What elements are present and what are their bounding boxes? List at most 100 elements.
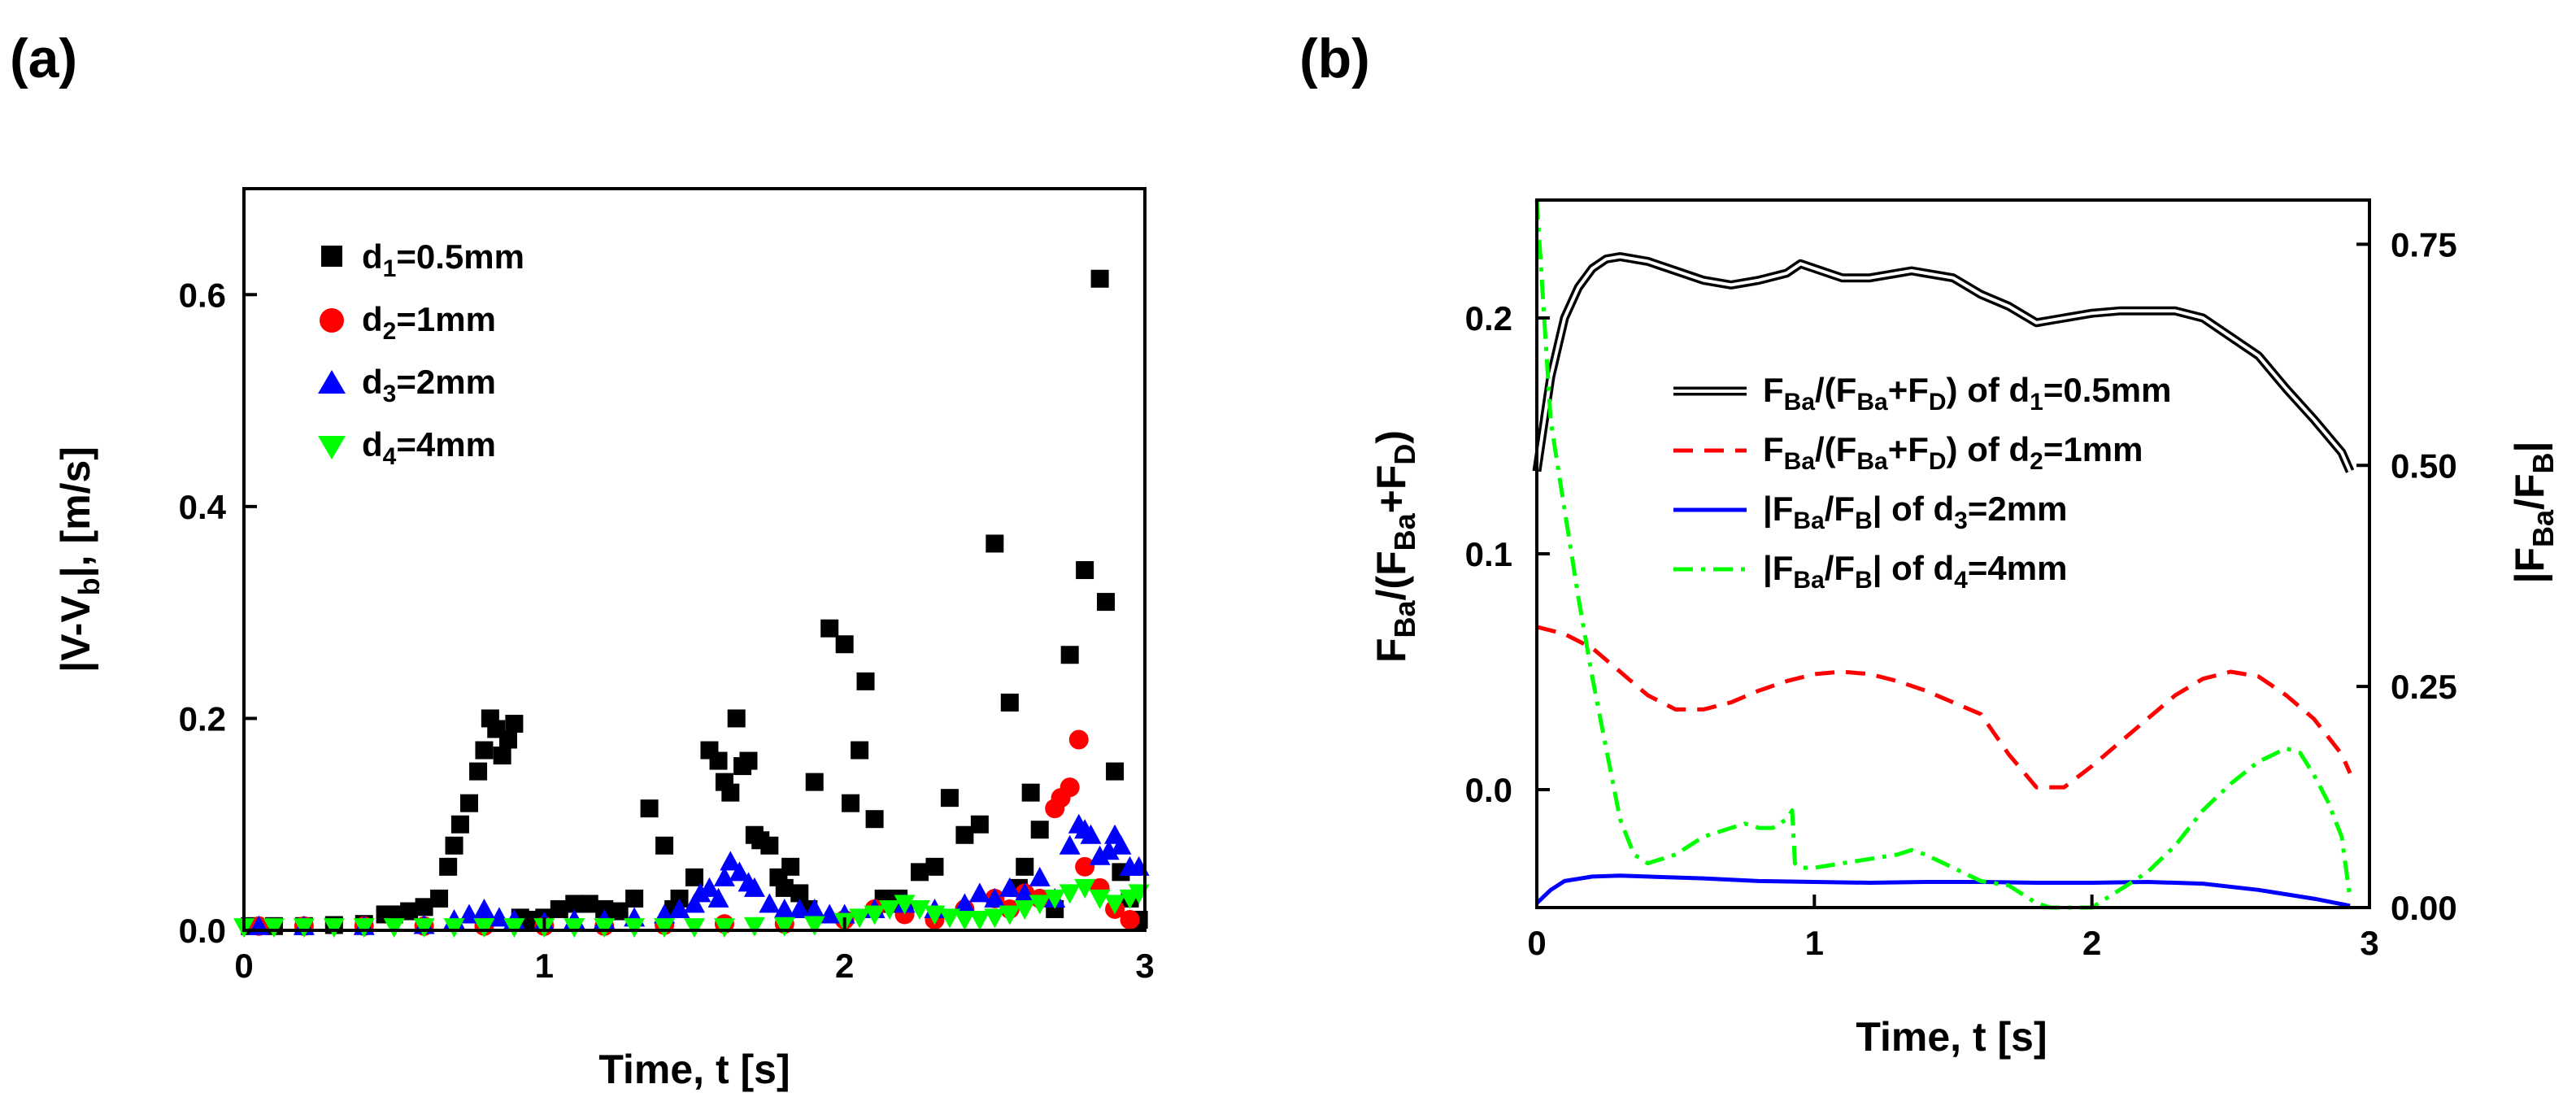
data-point-square [790, 884, 809, 903]
data-point-triangle-up [690, 882, 711, 903]
data-point-triangle-up [668, 898, 690, 918]
legend-entry-b-d3: |FBa/FB| of d3=2mm [1763, 490, 2067, 534]
legend-marker-triangle-up [318, 370, 346, 394]
data-point-triangle-down [594, 918, 616, 938]
legend-marker-circle [320, 308, 344, 333]
legend-entry-b-d1: FBa/(FBa+FD) of d1=0.5mm [1763, 371, 2171, 416]
data-point-triangle-down [503, 918, 525, 938]
panel-label-b: (b) [1299, 28, 1370, 89]
data-point-square [940, 789, 959, 808]
panel-a-legend: d1=0.5mm d2=1mm d3=2mm d4=4mm [318, 237, 524, 470]
x-tick-label: 3 [2360, 924, 2378, 962]
panel-a-plot-frame [242, 187, 1147, 932]
data-point-triangle-up [819, 903, 841, 924]
data-point-square [520, 910, 538, 929]
data-point-triangle-up [759, 893, 781, 913]
data-point-square [781, 857, 800, 876]
data-point-triangle-down [894, 895, 916, 915]
data-point-square [851, 741, 869, 760]
data-point-square [499, 730, 518, 749]
data-point-square [925, 857, 944, 876]
data-point-square [727, 709, 746, 728]
y-right-tick-label: 0.00 [2391, 889, 2457, 927]
panel-a-ylabel: |V-Vb|, [m/s] [53, 446, 106, 673]
data-point-square [1016, 857, 1034, 876]
x-tick-label: 1 [535, 947, 554, 985]
legend-entry-d4: d4=4mm [362, 425, 496, 470]
data-point-triangle-down [1044, 889, 1066, 909]
data-point-triangle-down [938, 908, 960, 929]
data-point-triangle-up [698, 877, 720, 897]
data-point-square [911, 863, 929, 882]
data-point-triangle-up [473, 898, 495, 918]
x-tick-label: 2 [835, 947, 854, 985]
legend-entry-b-d2: FBa/(FBa+FD) of d2=1mm [1763, 430, 2143, 475]
data-point-triangle-up [1029, 866, 1051, 886]
data-point-square [565, 895, 584, 913]
data-point-square [739, 751, 758, 770]
data-point-triangle-down [624, 918, 646, 938]
data-point-square [469, 762, 488, 781]
data-point-triangle-up [803, 898, 825, 918]
series-line-1-outer [1532, 252, 2355, 473]
y-left-tick-label: 0.2 [1465, 299, 1512, 337]
series-line-3 [1535, 873, 2351, 908]
data-point-square [1106, 762, 1125, 781]
data-point-triangle-up [713, 866, 735, 886]
y-tick-label: 0.0 [179, 912, 226, 950]
data-point-square [655, 836, 674, 855]
data-point-circle [1120, 909, 1140, 930]
y-tick-label: 0.6 [179, 276, 226, 314]
data-point-triangle-up [729, 861, 751, 882]
panel-b-series-lines [1532, 199, 2355, 910]
panel-b-legend: FBa/(FBa+FD) of d1=0.5mm FBa/(FBa+FD) of… [1673, 371, 2171, 594]
panel-a-ticks: 0 1 2 3 0.0 0.2 0.4 0.6 [179, 276, 1155, 985]
panel-b-line-chart: 0 1 2 3 0.0 0.1 0.2 0.00 0.25 0.50 0.75 Time, t [s… [1368, 198, 2560, 1060]
data-point-square [640, 799, 659, 818]
data-point-triangle-up [720, 851, 742, 871]
data-point-square [550, 899, 568, 918]
data-point-square [709, 751, 728, 770]
data-point-triangle-down [773, 917, 795, 937]
legend-entry-d3: d3=2mm [362, 363, 496, 407]
data-point-square [475, 741, 494, 760]
data-point-square [1090, 269, 1109, 288]
data-point-square [430, 889, 449, 908]
data-point-square [955, 825, 974, 844]
data-point-triangle-up [984, 887, 1006, 908]
data-point-triangle-down [909, 899, 930, 920]
data-point-triangle-up [1110, 834, 1132, 855]
data-point-triangle-up [707, 887, 729, 908]
data-point-square [1096, 593, 1115, 612]
data-point-square [670, 889, 689, 908]
data-point-square [1000, 693, 1019, 712]
data-point-triangle-down [954, 910, 976, 930]
data-point-circle [1060, 777, 1080, 798]
data-point-triangle-down [684, 918, 705, 938]
data-point-square [760, 836, 779, 855]
data-point-square [1030, 821, 1049, 839]
data-point-triangle-down [323, 918, 345, 938]
y-right-tick-label: 0.50 [2391, 446, 2457, 485]
series-line-4 [1534, 199, 2352, 910]
data-point-triangle-up [488, 907, 510, 927]
data-point-square [820, 619, 839, 638]
data-point-triangle-down [1104, 895, 1126, 915]
data-point-triangle-down [413, 918, 435, 938]
data-point-triangle-up [789, 898, 811, 918]
data-point-square [986, 534, 1004, 553]
panel-a-xlabel: Time, t [s] [598, 1047, 790, 1092]
panel-b-xlabel: Time, t [s] [1856, 1014, 2047, 1060]
data-point-triangle-down [864, 905, 886, 925]
data-point-triangle-down [968, 910, 990, 930]
data-point-triangle-down [743, 917, 765, 937]
data-point-triangle-down [1029, 895, 1051, 915]
data-point-square [415, 898, 433, 917]
data-point-square [865, 810, 884, 829]
data-point-triangle-up [743, 877, 765, 897]
data-point-square [580, 895, 598, 913]
data-point-triangle-up [954, 893, 976, 913]
x-tick-label: 2 [2082, 924, 2101, 962]
data-point-triangle-down [564, 918, 585, 938]
